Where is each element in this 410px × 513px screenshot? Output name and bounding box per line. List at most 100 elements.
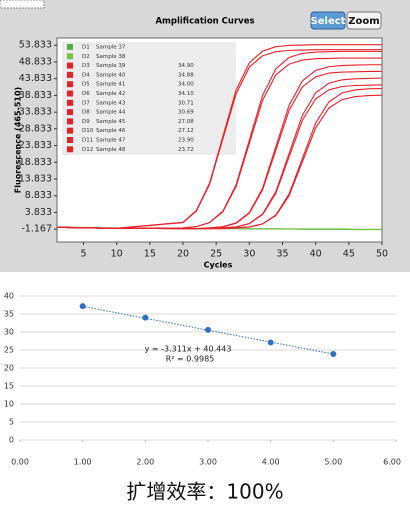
y-tick-label: 8.833 xyxy=(25,190,52,201)
legend-ct: 34.88 xyxy=(178,72,194,78)
legend-ct: 27.12 xyxy=(178,128,194,134)
y-tick-label: 3.833 xyxy=(25,207,52,218)
legend-swatch xyxy=(67,44,73,50)
legend-ct: 34.00 xyxy=(178,82,194,88)
x-tick-label: 45 xyxy=(343,249,355,260)
x-tick-label: 20 xyxy=(177,249,189,260)
legend-ct: 23.90 xyxy=(178,138,194,144)
y-tick-label: 38.833 xyxy=(19,90,52,101)
button-bg[interactable] xyxy=(346,11,382,30)
x-tick-label: 15 xyxy=(144,249,156,260)
y-tick-label: 25 xyxy=(4,346,14,355)
legend-name: Sample 48 xyxy=(96,147,126,153)
legend-ct: 34.90 xyxy=(178,63,194,69)
caption: 扩增效率：100% xyxy=(126,480,283,504)
amplification-curve xyxy=(56,70,382,230)
x-tick-label: 6.00 xyxy=(383,458,401,467)
y-tick-label: 0 xyxy=(9,436,14,445)
y-tick-label: 5 xyxy=(9,418,14,427)
x-tick-label: 30 xyxy=(243,249,255,260)
x-tick-label: 0.00 xyxy=(11,458,29,467)
legend-swatch xyxy=(67,71,73,78)
legend-well: D3 xyxy=(82,63,90,69)
legend-name: Sample 47 xyxy=(96,138,126,144)
lower-panel xyxy=(0,272,410,513)
x-tick-label: 35 xyxy=(276,249,288,260)
trendline-equation: y = -3.311x + 40.443 xyxy=(145,345,232,354)
x-tick-label: 40 xyxy=(310,249,322,260)
data-point xyxy=(79,303,86,310)
legend-well: D7 xyxy=(82,100,90,106)
legend-swatch xyxy=(67,53,73,60)
legend-well: D2 xyxy=(82,54,90,60)
button-label[interactable]: Zoom xyxy=(348,16,379,27)
y-tick-label: 40 xyxy=(4,292,14,301)
x-tick-label: 2.00 xyxy=(136,458,154,467)
toolbar-strip xyxy=(0,0,45,9)
trendline-r2: R² = 0.9985 xyxy=(166,355,215,364)
data-point xyxy=(142,314,149,321)
select-button[interactable]: Select xyxy=(310,11,346,30)
legend-name: Sample 45 xyxy=(96,119,126,125)
legend-swatch xyxy=(67,137,73,143)
legend-well: D12 xyxy=(82,147,93,153)
y-tick-label: 18.833 xyxy=(19,157,52,168)
x-tick-label: 10 xyxy=(111,249,123,260)
legend-name: Sample 40 xyxy=(96,72,126,78)
x-tick-label: 25 xyxy=(210,249,222,260)
legend-name: Sample 39 xyxy=(96,63,126,69)
legend-swatch xyxy=(67,127,73,134)
legend-well: D9 xyxy=(82,119,90,125)
legend-ct: 34.10 xyxy=(178,91,194,97)
x-tick-label: 3.00 xyxy=(199,458,217,467)
zoom-button[interactable]: Zoom xyxy=(346,11,382,30)
legend-name: Sample 41 xyxy=(96,82,125,88)
y-tick-label: 15 xyxy=(4,382,14,391)
x-tick-label: 4.00 xyxy=(262,458,280,467)
legend-ct: 30.69 xyxy=(178,110,194,116)
legend-well: D10 xyxy=(82,128,94,134)
y-axis-label: Fluorescence (465-510) xyxy=(14,87,23,193)
button-bg[interactable] xyxy=(310,11,346,30)
button-label[interactable]: Select xyxy=(311,16,346,27)
legend-well: D8 xyxy=(82,110,90,116)
legend-well: D5 xyxy=(82,82,90,88)
legend-swatch xyxy=(67,146,73,153)
legend-swatch xyxy=(67,109,73,116)
legend-name: Sample 46 xyxy=(96,128,126,134)
legend-ct: 30.71 xyxy=(178,100,194,106)
y-tick-label: 35 xyxy=(4,310,14,319)
y-tick-label: 43.833 xyxy=(19,73,52,84)
y-tick-label: 28.833 xyxy=(19,123,52,134)
legend-swatch xyxy=(67,99,73,106)
x-tick-label: 1.00 xyxy=(74,458,92,467)
y-tick-label: 48.833 xyxy=(19,56,52,67)
legend-swatch xyxy=(67,118,73,125)
data-point xyxy=(205,326,211,333)
chart-title: Amplification Curves xyxy=(155,17,254,27)
y-tick-label: 10 xyxy=(4,400,14,409)
legend-well: D11 xyxy=(82,138,93,144)
legend-ct: 27.08 xyxy=(178,119,194,125)
legend-name: Sample 42 xyxy=(96,91,125,97)
legend-name: Sample 37 xyxy=(96,45,126,51)
data-point xyxy=(267,339,274,346)
amplification-curve xyxy=(56,44,382,229)
legend-box xyxy=(62,42,236,155)
legend-swatch xyxy=(67,90,73,97)
y-tick-label: 53.833 xyxy=(19,40,52,51)
legend-name: Sample 44 xyxy=(96,110,126,116)
amplification-curve xyxy=(56,57,382,229)
data-point xyxy=(330,350,337,357)
legend-swatch xyxy=(67,62,73,69)
y-tick-label: 23.833 xyxy=(19,140,52,151)
legend-well: D4 xyxy=(82,72,90,78)
y-tick-label: -1.167 xyxy=(21,224,52,235)
y-tick-label: 30 xyxy=(4,328,14,337)
y-tick-label: 33.833 xyxy=(19,107,52,118)
x-tick-label: 5 xyxy=(81,249,87,260)
x-tick-label: 50 xyxy=(376,249,388,260)
trendline xyxy=(82,305,334,355)
y-tick-label: 13.833 xyxy=(19,174,52,185)
